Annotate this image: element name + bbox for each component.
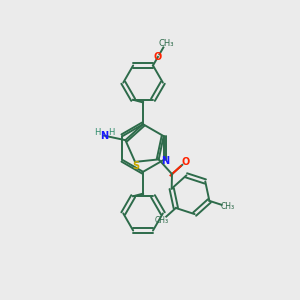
- Text: CH₃: CH₃: [155, 216, 169, 225]
- Text: N: N: [162, 156, 170, 166]
- Text: O: O: [182, 157, 190, 166]
- Text: CH₃: CH₃: [158, 39, 174, 48]
- Text: S: S: [133, 161, 140, 171]
- Text: CH₃: CH₃: [220, 202, 234, 211]
- Text: N: N: [100, 130, 108, 141]
- Text: H: H: [94, 128, 100, 137]
- Text: H: H: [108, 128, 114, 137]
- Text: O: O: [154, 52, 162, 62]
